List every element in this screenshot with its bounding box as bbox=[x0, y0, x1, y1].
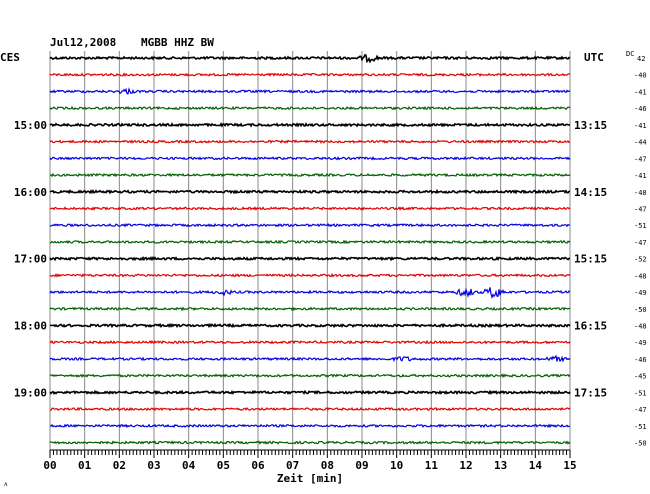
dc-offset-label: -49 bbox=[634, 289, 647, 297]
x-tick-label: 01 bbox=[78, 459, 92, 472]
dc-offset-label: -49 bbox=[634, 339, 647, 347]
seismic-trace bbox=[49, 255, 571, 262]
seismic-trace bbox=[49, 87, 571, 95]
right-time-label: 17:15 bbox=[574, 386, 607, 399]
dc-offset-label: -51 bbox=[634, 423, 647, 431]
left-time-label: 18:00 bbox=[14, 320, 47, 333]
dc-offset-label: -47 bbox=[634, 239, 647, 247]
dc-offset-label: -45 bbox=[634, 373, 647, 381]
seismic-trace bbox=[49, 406, 571, 412]
x-tick-label: 09 bbox=[355, 459, 368, 472]
right-time-label: 16:15 bbox=[574, 320, 607, 333]
logo-mark: ʌ bbox=[4, 481, 8, 488]
seismic-trace bbox=[49, 389, 571, 396]
x-tick-label: 06 bbox=[251, 459, 265, 472]
dc-header: DC bbox=[626, 50, 634, 58]
seismic-trace bbox=[49, 155, 571, 161]
dc-offset-label: -47 bbox=[634, 205, 647, 213]
x-tick-label: 08 bbox=[321, 459, 334, 472]
dc-offset-label: -40 bbox=[634, 72, 647, 80]
seismic-traces bbox=[49, 53, 571, 445]
dc-offset-label: -41 bbox=[634, 88, 647, 96]
x-tick-label: 12 bbox=[459, 459, 472, 472]
x-axis: 00 01 02 03 04 05 06 07 08 09 10 11 12 13 14 15 bbox=[43, 450, 577, 472]
dc-offset-label: -47 bbox=[634, 406, 647, 414]
dc-offset-label: 42 bbox=[637, 55, 645, 63]
x-tick-label: 07 bbox=[286, 459, 299, 472]
seismic-trace bbox=[49, 188, 571, 195]
right-time-label: 15:15 bbox=[574, 253, 607, 266]
x-tick-label: 11 bbox=[425, 459, 439, 472]
dc-offset-label: -51 bbox=[634, 222, 647, 230]
dc-offset-label: -44 bbox=[634, 139, 647, 147]
right-time-labels: 13:15 14:15 15:15 16:15 17:15 bbox=[574, 119, 607, 400]
x-tick-label: 03 bbox=[147, 459, 160, 472]
dc-offset-label: -48 bbox=[634, 272, 647, 280]
dc-offset-label: -46 bbox=[634, 356, 647, 364]
seismic-trace bbox=[49, 139, 571, 144]
seismic-trace bbox=[49, 72, 571, 78]
dc-offset-label: -52 bbox=[634, 256, 647, 264]
dc-offset-label: -41 bbox=[634, 122, 647, 130]
left-time-label: 16:00 bbox=[14, 186, 47, 199]
dc-offset-label: -41 bbox=[634, 172, 647, 180]
left-time-label: 19:00 bbox=[14, 386, 47, 399]
minute-grid bbox=[49, 51, 571, 451]
seismic-trace bbox=[49, 287, 571, 300]
x-tick-label: 10 bbox=[390, 459, 403, 472]
seismic-trace bbox=[49, 354, 571, 363]
seismic-trace bbox=[49, 206, 571, 211]
left-time-labels: 15:00 16:00 17:00 18:00 19:00 bbox=[14, 119, 47, 400]
seismic-trace bbox=[49, 122, 571, 128]
right-axis-title: UTC bbox=[584, 51, 604, 64]
seismic-trace bbox=[49, 239, 571, 245]
right-time-label: 13:15 bbox=[574, 119, 607, 132]
seismic-trace bbox=[49, 339, 571, 345]
chart-title: Jul12,2008 bbox=[50, 36, 116, 49]
seismic-trace bbox=[49, 373, 571, 379]
x-tick-label: 02 bbox=[113, 459, 126, 472]
left-time-label: 17:00 bbox=[14, 253, 47, 266]
seismic-trace bbox=[49, 423, 571, 429]
seismic-trace bbox=[50, 222, 571, 228]
x-tick-label: 13 bbox=[494, 459, 507, 472]
seismic-trace bbox=[49, 172, 571, 178]
x-tick-label: 00 bbox=[43, 459, 56, 472]
x-tick-label: 04 bbox=[182, 459, 196, 472]
station-label: MGBB HHZ BW bbox=[141, 36, 214, 49]
x-tick-label: 05 bbox=[217, 459, 230, 472]
x-tick-label: 15 bbox=[563, 459, 576, 472]
dc-offset-label: -47 bbox=[634, 155, 647, 163]
x-tick-label: 14 bbox=[529, 459, 543, 472]
dc-offset-label: -46 bbox=[634, 105, 647, 113]
x-axis-label: Zeit [min] bbox=[277, 472, 343, 485]
seismic-trace bbox=[49, 440, 571, 445]
dc-offset-label: -48 bbox=[634, 189, 647, 197]
dc-offset-labels: 42 -40 -41 -46 -41 -44 -47 -41 -48 -47 -51 -47 -52 -4… bbox=[634, 55, 647, 448]
dc-offset-label: -50 bbox=[634, 306, 647, 314]
right-time-label: 14:15 bbox=[574, 186, 607, 199]
left-time-label: 15:00 bbox=[14, 119, 47, 132]
seismic-trace bbox=[49, 306, 571, 312]
seismic-trace bbox=[49, 322, 571, 329]
left-axis-title: CES bbox=[0, 51, 20, 64]
seismic-trace bbox=[49, 272, 571, 278]
dc-offset-label: -48 bbox=[634, 323, 647, 331]
dc-offset-label: -51 bbox=[634, 389, 647, 397]
dc-offset-label: -50 bbox=[634, 440, 647, 448]
seismic-trace bbox=[49, 53, 571, 64]
seismic-trace bbox=[49, 105, 571, 111]
